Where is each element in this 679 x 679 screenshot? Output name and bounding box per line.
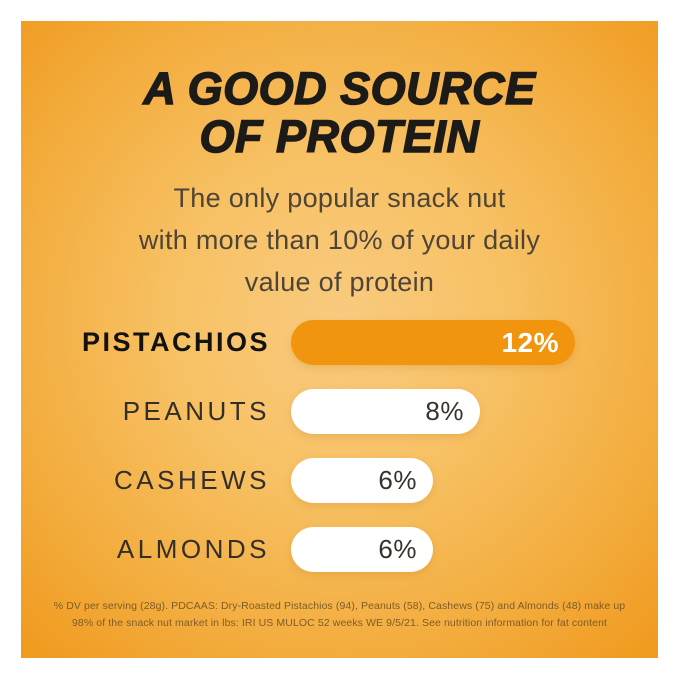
headline-line2: OF PROTEIN bbox=[199, 111, 480, 162]
chart-row-peanuts: PEANUTS 8% bbox=[21, 389, 658, 434]
bar-value-peanuts: 8% bbox=[425, 396, 464, 426]
chart-row-pistachios: PISTACHIOS 12% bbox=[21, 320, 658, 365]
category-label-cashews: CASHEWS bbox=[114, 465, 270, 495]
ad-card: A GOOD SOURCE OF PROTEIN The only popular… bbox=[21, 21, 658, 658]
bar-value-cashews: 6% bbox=[378, 465, 417, 495]
bar-value-pistachios: 12% bbox=[501, 326, 559, 358]
chart-row-almonds: ALMONDS 6% bbox=[21, 527, 658, 572]
category-label-pistachios: PISTACHIOS bbox=[81, 327, 270, 357]
category-label-almonds: ALMONDS bbox=[116, 534, 270, 564]
protein-bar-chart: PISTACHIOS 12% PEANUTS 8% CASHEWS 6% ALMONDS 6% bbox=[21, 320, 658, 572]
footnote: % DV per serving (28g). PDCAAS: Dry-Roas… bbox=[21, 598, 658, 632]
headline: A GOOD SOURCE OF PROTEIN bbox=[21, 63, 658, 162]
subtitle: The only popular snack nut with more tha… bbox=[21, 177, 658, 303]
bar-value-almonds: 6% bbox=[378, 534, 417, 564]
bar-peanuts: 8% bbox=[291, 389, 480, 434]
subtitle-line3: value of protein bbox=[244, 267, 435, 297]
subtitle-line1: The only popular snack nut bbox=[173, 183, 506, 213]
headline-line1: A GOOD SOURCE bbox=[143, 63, 536, 114]
chart-row-cashews: CASHEWS 6% bbox=[21, 458, 658, 503]
bar-pistachios: 12% bbox=[291, 320, 575, 365]
bar-cashews: 6% bbox=[291, 458, 433, 503]
footnote-line1: % DV per serving (28g). PDCAAS: Dry-Roas… bbox=[53, 600, 626, 612]
footnote-line2: 98% of the snack nut market in lbs: IRI … bbox=[71, 617, 608, 629]
subtitle-line2: with more than 10% of your daily bbox=[138, 225, 541, 255]
category-label-peanuts: PEANUTS bbox=[122, 396, 270, 426]
bar-almonds: 6% bbox=[291, 527, 433, 572]
